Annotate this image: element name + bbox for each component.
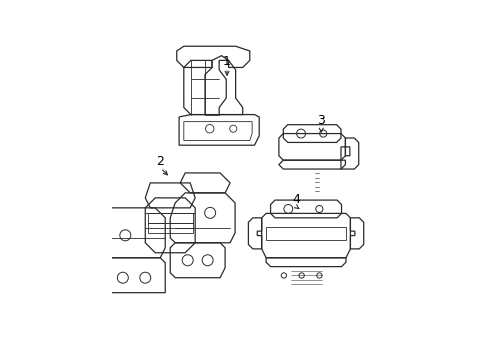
Text: 2: 2	[156, 154, 164, 167]
Text: 4: 4	[292, 193, 300, 206]
Text: 3: 3	[317, 114, 325, 127]
Text: 1: 1	[223, 55, 230, 68]
